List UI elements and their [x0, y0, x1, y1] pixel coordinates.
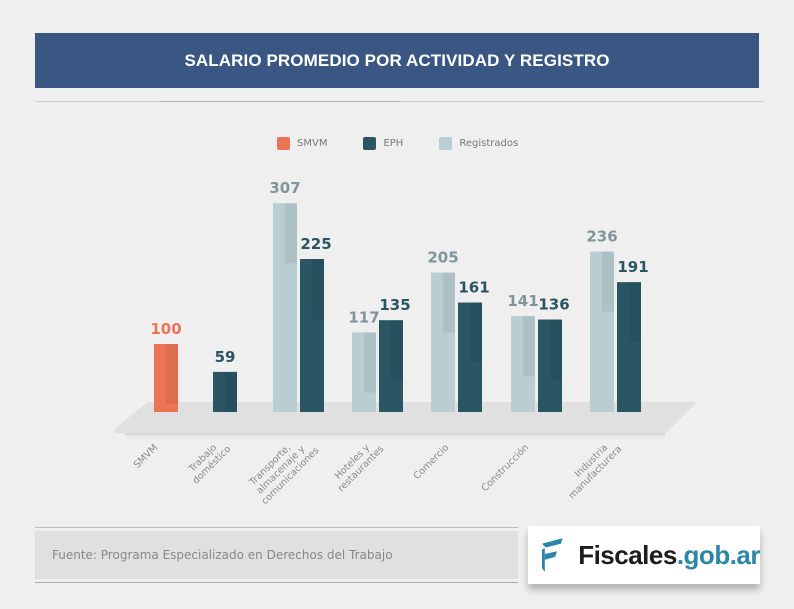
data-label: 236 [586, 228, 617, 246]
legend-label: SMVM [297, 138, 328, 149]
footer-divider-top [35, 527, 518, 528]
x-tick-label: SMVM [132, 442, 160, 470]
legend-label: Registrados [459, 138, 519, 149]
data-label: 117 [348, 308, 379, 326]
data-label: 136 [538, 296, 569, 314]
bar-highlight [285, 203, 297, 264]
divider-accent [160, 101, 400, 102]
bar-eph-5 [538, 319, 562, 412]
legend-item-eph: EPH [363, 137, 403, 150]
source-footer: Fuente: Programa Especializado en Derech… [35, 531, 518, 579]
bar-eph-2 [300, 259, 324, 412]
bar-eph-6 [617, 282, 641, 412]
data-label: 100 [150, 320, 181, 338]
footer-divider-bottom [35, 582, 518, 583]
source-text: Fuente: Programa Especializado en Derech… [52, 548, 393, 562]
bar-highlight [225, 371, 237, 412]
x-tick-label-line: SMVM [132, 442, 160, 470]
chart-title: SALARIO PROMEDIO POR ACTIVIDAD Y REGISTR… [184, 50, 610, 70]
logo-text-domain: .gob.ar [676, 539, 761, 570]
fiscales-logo[interactable]: Fiscales.gob.ar [528, 526, 761, 584]
bar-highlight [364, 332, 376, 393]
bar-registrados-6 [590, 251, 614, 412]
bar-highlight [443, 272, 455, 333]
bar-registrados-5 [511, 316, 535, 412]
legend: SMVM EPH Registrados [277, 137, 554, 150]
bar-highlight [629, 282, 641, 343]
data-label: 191 [617, 258, 648, 276]
legend-label: EPH [383, 138, 404, 149]
data-label: 135 [379, 296, 410, 314]
x-tick-label: Hoteles yrestaurantes [328, 436, 386, 494]
bar-eph-4 [458, 302, 482, 412]
logo-text-primary: Fiscales [578, 539, 677, 570]
legend-item-smvm: SMVM [277, 137, 327, 150]
logo-text: Fiscales.gob.ar [578, 540, 760, 571]
data-label: 205 [427, 249, 458, 267]
x-tick-label: Comercio [412, 442, 452, 482]
bar-highlight [602, 251, 614, 312]
bar-highlight [166, 344, 178, 404]
x-tick-label: Industriamanufacturera [559, 436, 624, 501]
x-tick-label: Transporte,almacenaje ycomunicaciones [244, 430, 321, 507]
bar-highlight [550, 319, 562, 380]
logo-f-icon [542, 538, 563, 572]
data-label: 225 [300, 235, 331, 253]
legend-swatch-smvm [277, 137, 290, 150]
title-banner: SALARIO PROMEDIO POR ACTIVIDAD Y REGISTR… [35, 33, 759, 88]
x-tick-label: Construcción [480, 442, 532, 494]
bar-highlight [470, 302, 482, 363]
legend-item-registrados: Registrados [439, 137, 518, 150]
bar-highlight [391, 320, 403, 381]
x-tick-label: Trabajodoméstico [183, 436, 234, 487]
data-label: 141 [507, 292, 538, 310]
bar-highlight [523, 316, 535, 377]
data-label: 59 [215, 348, 236, 366]
legend-swatch-eph [363, 137, 377, 150]
bar-eph-1 [213, 371, 237, 412]
platform-shadow [125, 433, 665, 441]
data-label: 307 [269, 179, 300, 197]
bar-highlight [312, 259, 324, 319]
x-tick-label-line: Comercio [412, 442, 452, 482]
bar-registrados-3 [352, 332, 376, 412]
bar-registrados-2 [273, 203, 297, 412]
bar-smvm-0 [154, 344, 178, 412]
legend-swatch-registrados [439, 137, 453, 150]
x-tick-label-line: Construcción [480, 442, 532, 494]
data-label: 161 [458, 279, 489, 297]
bar-eph-3 [379, 320, 403, 412]
bar-registrados-4 [431, 272, 455, 412]
